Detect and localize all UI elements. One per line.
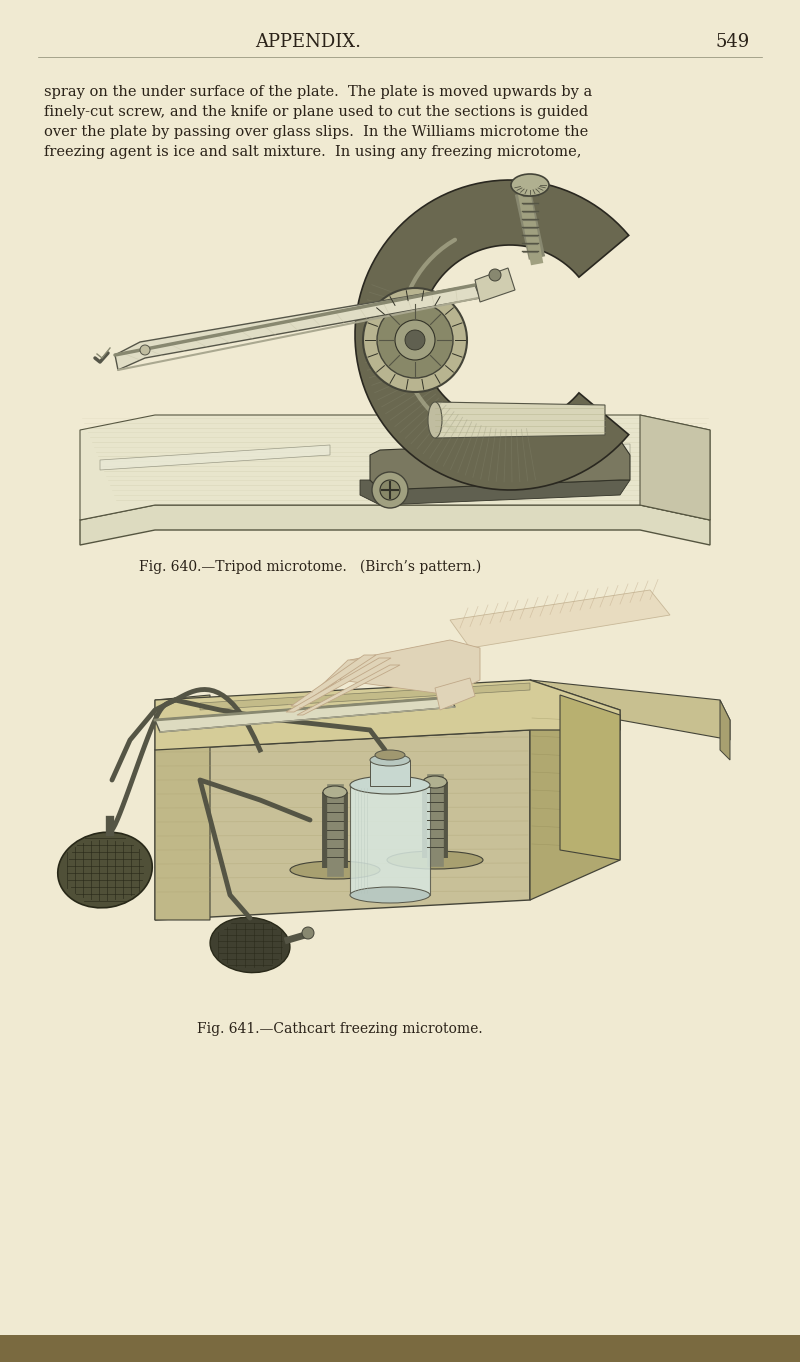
Polygon shape: [100, 445, 330, 470]
Ellipse shape: [350, 776, 430, 794]
Circle shape: [395, 320, 435, 360]
Polygon shape: [350, 785, 430, 895]
Polygon shape: [297, 665, 400, 715]
Circle shape: [380, 479, 400, 500]
Ellipse shape: [350, 887, 430, 903]
Polygon shape: [155, 730, 530, 919]
Polygon shape: [370, 440, 630, 490]
Polygon shape: [560, 695, 620, 859]
Circle shape: [377, 302, 453, 379]
Circle shape: [489, 270, 501, 281]
Polygon shape: [155, 697, 455, 731]
Circle shape: [302, 928, 314, 938]
Polygon shape: [155, 680, 620, 750]
Polygon shape: [291, 655, 376, 706]
Text: APPENDIX.: APPENDIX.: [255, 33, 361, 50]
Polygon shape: [286, 658, 391, 712]
Ellipse shape: [423, 776, 447, 789]
Ellipse shape: [290, 861, 380, 878]
Polygon shape: [80, 505, 710, 545]
Circle shape: [363, 287, 467, 392]
Text: spray on the under surface of the plate.  The plate is moved upwards by a: spray on the under surface of the plate.…: [44, 84, 592, 99]
Ellipse shape: [387, 851, 483, 869]
Ellipse shape: [428, 402, 442, 439]
Polygon shape: [306, 661, 362, 700]
Polygon shape: [155, 695, 210, 919]
Polygon shape: [475, 268, 515, 302]
Text: 549: 549: [716, 33, 750, 50]
Polygon shape: [490, 444, 630, 458]
Ellipse shape: [210, 918, 290, 972]
Circle shape: [372, 473, 408, 508]
Ellipse shape: [511, 174, 549, 196]
FancyBboxPatch shape: [0, 1335, 800, 1362]
Polygon shape: [530, 680, 620, 900]
Ellipse shape: [375, 750, 405, 760]
Polygon shape: [640, 415, 710, 520]
Polygon shape: [80, 415, 710, 520]
Text: over the plate by passing over glass slips.  In the Williams microtome the: over the plate by passing over glass sli…: [44, 125, 588, 139]
Ellipse shape: [323, 786, 347, 798]
Circle shape: [140, 345, 150, 355]
Polygon shape: [450, 590, 670, 648]
Polygon shape: [530, 680, 730, 740]
Ellipse shape: [370, 755, 410, 765]
Text: Fig. 640.—Tripod microtome.   (Birch’s pattern.): Fig. 640.—Tripod microtome. (Birch’s pat…: [139, 560, 481, 575]
Circle shape: [405, 330, 425, 350]
Text: freezing agent is ice and salt mixture.  In using any freezing microtome,: freezing agent is ice and salt mixture. …: [44, 144, 582, 159]
Polygon shape: [340, 640, 480, 695]
Polygon shape: [115, 285, 480, 370]
Polygon shape: [435, 678, 475, 710]
Polygon shape: [355, 180, 629, 490]
Text: Fig. 641.—Cathcart freezing microtome.: Fig. 641.—Cathcart freezing microtome.: [197, 1022, 483, 1036]
Polygon shape: [720, 700, 730, 760]
Polygon shape: [370, 760, 410, 786]
Polygon shape: [360, 479, 630, 505]
Ellipse shape: [58, 832, 152, 908]
Polygon shape: [435, 402, 605, 439]
Text: finely-cut screw, and the knife or plane used to cut the sections is guided: finely-cut screw, and the knife or plane…: [44, 105, 588, 118]
Polygon shape: [200, 682, 530, 710]
